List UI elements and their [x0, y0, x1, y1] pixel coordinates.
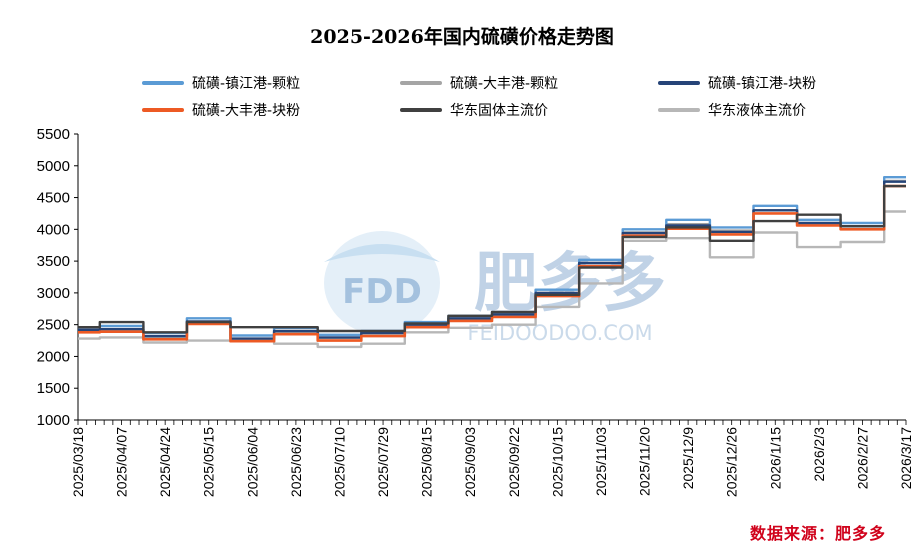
legend-item-zhenjiang-granule: 硫磺-镇江港-颗粒: [142, 72, 300, 94]
legend-item-zhenjiang-powder: 硫磺-镇江港-块粉: [658, 72, 816, 94]
y-tick-label: 2000: [37, 348, 70, 365]
legend-item-east-solid: 华东固体主流价: [400, 99, 548, 121]
x-tick-label: 2025/08/15: [419, 427, 435, 497]
y-tick-label: 2500: [37, 317, 70, 334]
watermark-logo-wave-icon: [324, 244, 440, 262]
y-tick-label: 4500: [37, 190, 70, 207]
x-tick-label: 2026/1/15: [767, 427, 783, 489]
watermark-logo-drop-icon: [324, 231, 440, 335]
x-tick-label: 2025/09/22: [506, 427, 522, 497]
y-tick-label: 5500: [37, 126, 70, 143]
legend-label: 硫磺-大丰港-颗粒: [450, 76, 559, 92]
legend-item-dafeng-powder: 硫磺-大丰港-块粉: [142, 99, 300, 121]
legend-label: 硫磺-大丰港-块粉: [192, 103, 301, 119]
x-tick-label: 2025/10/15: [549, 427, 565, 497]
watermark-cn: 肥多多: [474, 247, 666, 321]
legend-item-dafeng-granule: 硫磺-大丰港-颗粒: [400, 72, 558, 94]
x-tick-label: 2025/06/04: [244, 427, 260, 497]
x-tick-label: 2026/3/17: [898, 427, 914, 489]
legend-swatch: [142, 81, 184, 85]
x-tick-label: 2026/2/27: [854, 427, 870, 489]
series-line-5: [78, 210, 906, 349]
legend-label: 硫磺-镇江港-块粉: [708, 76, 817, 92]
x-tick-label: 2025/12/9: [680, 427, 696, 489]
data-source: 数据来源：肥多多: [749, 524, 886, 543]
legend-label: 华东固体主流价: [450, 103, 548, 119]
x-tick-label: 2025/07/10: [331, 427, 347, 497]
x-tick-label: 2025/11/20: [637, 427, 653, 496]
legend-label: 硫磺-镇江港-颗粒: [192, 76, 301, 92]
legend-swatch: [658, 108, 700, 112]
y-tick-label: 1000: [37, 412, 70, 429]
watermark-brand: FDD: [342, 272, 422, 312]
watermark: FDD 肥多多 FEIDOODOO.COM: [324, 231, 666, 345]
x-tick-label: 2025/07/29: [375, 427, 391, 497]
x-tick-label: 2025/04/24: [157, 427, 173, 497]
legend-swatch: [400, 81, 442, 85]
x-tick-label: 2025/09/03: [462, 427, 478, 497]
series-line-4: [78, 184, 906, 334]
y-tick-label: 5000: [37, 158, 70, 175]
y-tick-label: 3000: [37, 285, 70, 302]
series-layer: [77, 176, 907, 349]
y-tick-label: 4000: [37, 221, 70, 238]
x-tick-label: 2025/11/03: [593, 427, 609, 496]
legend-item-east-liquid: 华东液体主流价: [658, 99, 806, 121]
x-tick-label: 2025/12/26: [724, 427, 740, 497]
y-tick-label: 3500: [37, 253, 70, 270]
chart-title: 2025-2026年国内硫磺价格走势图: [310, 26, 614, 48]
legend-label: 华东液体主流价: [708, 103, 806, 119]
y-tick-label: 1500: [37, 380, 70, 397]
axes: 1000 1500 2000 2500 3000 3500 4000 4500 5000 5500…: [37, 126, 914, 497]
legend-swatch: [658, 81, 700, 85]
x-tick-label: 2026/2/3: [811, 427, 827, 482]
x-tick-label: 2025/04/07: [114, 427, 130, 497]
series-line-3: [78, 184, 906, 343]
legend-swatch: [400, 108, 442, 112]
legend-swatch: [142, 108, 184, 112]
x-tick-label: 2025/05/15: [201, 427, 217, 497]
x-tick-label: 2025/06/23: [288, 427, 304, 497]
x-tick-label: 2025/03/18: [70, 427, 86, 497]
